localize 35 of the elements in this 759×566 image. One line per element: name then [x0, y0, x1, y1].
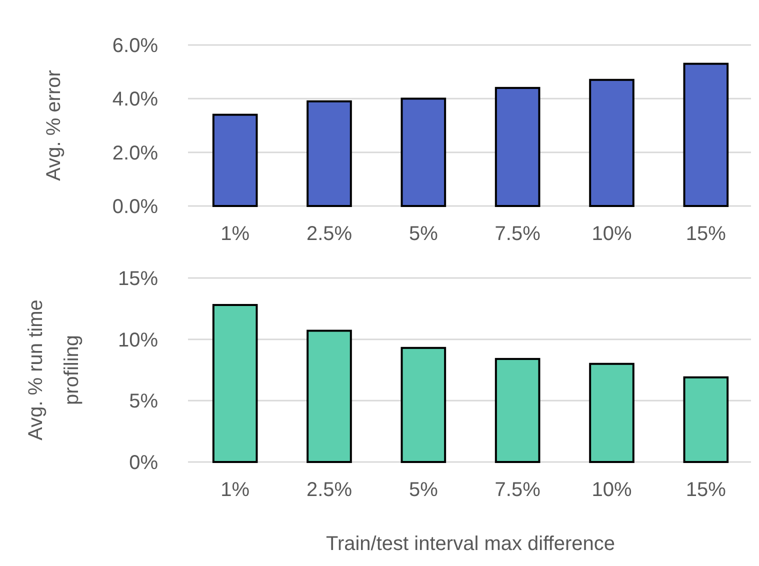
- x-tick-label: 5%: [408, 223, 438, 245]
- y-tick-label: 0%: [129, 452, 158, 474]
- bar: [589, 362, 634, 463]
- x-tick-label: 7.5%: [494, 223, 541, 245]
- x-tick-label: 5%: [408, 479, 438, 501]
- bar: [400, 98, 446, 207]
- bar: [589, 78, 634, 207]
- x-tick-label: 10%: [592, 479, 632, 501]
- y-tick-label: 0.0%: [112, 196, 158, 218]
- bar: [306, 330, 352, 463]
- x-tick-label: 15%: [686, 223, 726, 245]
- x-tick-label: 10%: [592, 223, 632, 245]
- bar: [212, 114, 258, 207]
- y-axis-title: Avg. % run time profiling: [25, 300, 83, 440]
- x-tick-label: 2.5%: [306, 223, 352, 245]
- x-tick-label: 7.5%: [494, 479, 541, 501]
- y-tick-label: 6.0%: [112, 35, 158, 57]
- bar: [400, 346, 446, 463]
- y-tick-label: 2.0%: [112, 142, 158, 164]
- bar: [683, 62, 729, 207]
- y-tick-label: 10%: [118, 329, 158, 352]
- y-axis-title: Avg. % error: [43, 70, 65, 181]
- bar: [306, 100, 352, 207]
- y-tick-label: 5%: [129, 390, 158, 413]
- x-tick-label: 1%: [220, 479, 250, 501]
- y-tick-label: 15%: [118, 268, 158, 290]
- bar: [212, 304, 258, 463]
- y-tick-label: 4.0%: [112, 88, 158, 111]
- x-tick-label: 15%: [686, 479, 726, 501]
- x-axis-title: Train/test interval max difference: [326, 533, 616, 555]
- bar: [494, 86, 540, 207]
- bar: [494, 358, 540, 463]
- x-tick-label: 1%: [220, 223, 250, 245]
- bar: [683, 376, 729, 463]
- x-tick-label: 2.5%: [306, 479, 352, 501]
